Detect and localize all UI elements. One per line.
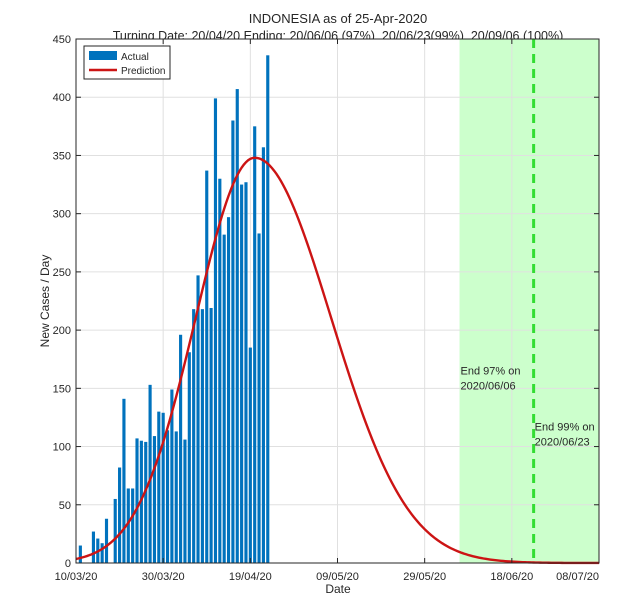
bar-19 <box>157 411 161 563</box>
bar-12 <box>126 488 130 563</box>
bar-26 <box>187 352 191 563</box>
bar-23 <box>174 431 178 563</box>
bar-13 <box>131 488 135 563</box>
x-tick-label: 08/07/20 <box>556 571 599 583</box>
bar-11 <box>122 398 126 563</box>
bar-6 <box>100 543 104 563</box>
y-tick-label: 100 <box>53 442 71 454</box>
annotation-line: End 97% on <box>461 365 521 377</box>
bar-27 <box>192 309 196 563</box>
bar-28 <box>196 275 200 563</box>
bar-34 <box>222 234 226 564</box>
annotation-line: End 99% on <box>535 421 595 433</box>
x-tick-label: 30/03/20 <box>142 571 185 583</box>
y-tick-label: 250 <box>53 267 71 279</box>
annotation-line: 2020/06/23 <box>535 436 590 448</box>
x-tick-label: 19/04/20 <box>229 571 272 583</box>
x-axis-label: Date <box>325 582 351 596</box>
bar-42 <box>257 233 261 563</box>
bar-9 <box>113 498 117 563</box>
bar-44 <box>266 55 270 564</box>
axis-layer: 0 50 100 150 200 250 300 350 400 450 10/03/20 30/03… <box>53 34 600 583</box>
legend: Actual Prediction <box>83 45 171 80</box>
bar-30 <box>205 170 209 564</box>
bar-1 <box>78 545 82 563</box>
bar-21 <box>165 430 170 563</box>
bar-layer <box>78 55 270 564</box>
bar-35 <box>226 217 231 563</box>
legend-label-prediction: Prediction <box>121 66 165 77</box>
y-tick-label: 350 <box>53 150 71 162</box>
bar-10 <box>118 467 122 563</box>
bar-43 <box>261 147 265 563</box>
chart-title: INDONESIA as of 25-Apr-2020 <box>249 11 427 26</box>
y-axis-label: New Cases / Day <box>38 255 52 348</box>
annotation-line: 2020/06/06 <box>461 380 516 392</box>
y-tick-label: 0 <box>65 558 71 570</box>
bar-33 <box>218 178 222 563</box>
bar-32 <box>213 98 218 564</box>
y-tick-label: 300 <box>53 209 71 221</box>
bar-7 <box>104 518 109 563</box>
bar-24 <box>179 334 183 563</box>
bar-16 <box>144 441 148 563</box>
bar-31 <box>209 307 213 563</box>
bar-41 <box>253 126 257 563</box>
y-tick-label: 400 <box>53 92 71 104</box>
bar-36 <box>231 120 235 563</box>
bar-25 <box>183 439 187 563</box>
bar-29 <box>200 309 204 563</box>
bar-18 <box>152 436 157 563</box>
y-tick-label: 450 <box>53 34 71 46</box>
bar-20 <box>161 412 165 563</box>
annotation-layer: End 97% on 2020/06/06 End 99% on 2020/06/23 <box>461 365 595 448</box>
annotation-2: End 99% on 2020/06/23 <box>535 421 595 448</box>
x-tick-label: 09/05/20 <box>316 571 359 583</box>
y-tick-label: 50 <box>59 500 71 512</box>
bar-37 <box>235 89 239 564</box>
x-tick-label: 18/06/20 <box>490 571 533 583</box>
bar-38 <box>240 184 244 564</box>
bar-39 <box>244 182 248 563</box>
bar-14 <box>135 438 139 563</box>
bar-4 <box>91 531 96 563</box>
bar-22 <box>170 389 174 563</box>
bar-40 <box>248 347 252 563</box>
legend-swatch-actual <box>89 51 117 60</box>
ending-region <box>459 39 599 563</box>
x-tick-label: 29/05/20 <box>403 571 446 583</box>
y-tick-label: 200 <box>53 325 71 337</box>
legend-label-actual: Actual <box>121 52 149 63</box>
bar-17 <box>148 384 152 563</box>
y-tick-label: 150 <box>53 383 71 395</box>
annotation-1: End 97% on 2020/06/06 <box>461 365 521 392</box>
x-tick-label: 10/03/20 <box>55 571 98 583</box>
